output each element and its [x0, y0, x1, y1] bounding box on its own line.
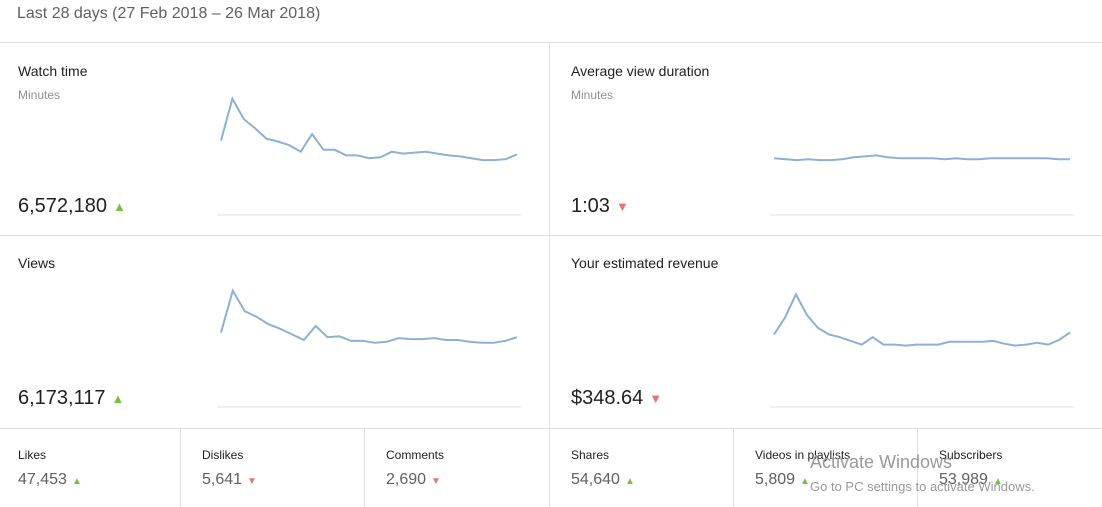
stat-shares[interactable]: Shares 54,640 ▲: [553, 429, 734, 507]
avg-view-duration-line: [773, 154, 1070, 162]
shares-value: 54,640: [571, 471, 620, 488]
stat-label: Comments: [386, 448, 445, 462]
stat-value: 47,453 ▲: [18, 471, 82, 489]
divider-horizontal-middle: [0, 235, 1102, 236]
card-title: Average view duration: [571, 63, 710, 79]
watch-time-line: [220, 96, 518, 162]
date-range-label[interactable]: Last 28 days (27 Feb 2018 – 26 Mar 2018): [17, 5, 321, 22]
avg-view-duration-value: 1:03: [571, 195, 610, 217]
trend-up-icon: ▲: [992, 476, 1003, 487]
stat-label: Likes: [18, 448, 47, 462]
stat-value: 53,989 ▲: [939, 471, 1003, 489]
stat-value: 5,641 ▼: [202, 471, 257, 489]
stat-comments[interactable]: Comments 2,690 ▼: [368, 429, 550, 507]
divider-vertical-cards: [549, 43, 550, 429]
trend-down-icon: ▼: [649, 391, 663, 407]
stat-value: 5,809 ▲: [755, 471, 810, 489]
revenue-line: [773, 292, 1071, 347]
stat-label: Subscribers: [939, 448, 1003, 462]
stat-label: Dislikes: [202, 448, 244, 462]
card-estimated-revenue[interactable]: Your estimated revenue $348.64 ▼: [553, 236, 1102, 428]
card-unit: Minutes: [18, 88, 61, 102]
stat-videos-in-playlists[interactable]: Videos in playlists 5,809 ▲: [737, 429, 918, 507]
trend-up-icon: ▲: [111, 391, 125, 407]
revenue-sparkline: [770, 292, 1074, 408]
views-sparkline: [217, 288, 521, 408]
card-views[interactable]: Views 6,173,117 ▲: [0, 236, 549, 428]
date-range-header: Last 28 days (27 Feb 2018 – 26 Mar 2018): [0, 0, 1102, 43]
card-title: Your estimated revenue: [571, 255, 719, 271]
dislikes-value: 5,641: [202, 471, 243, 488]
stat-label: Videos in playlists: [755, 448, 851, 462]
watch-time-value: 6,572,180: [18, 195, 107, 217]
trend-down-icon: ▼: [615, 199, 629, 215]
videos-in-playlists-value: 5,809: [755, 471, 796, 488]
views-value: 6,173,117: [18, 387, 106, 409]
stat-dislikes[interactable]: Dislikes 5,641 ▼: [184, 429, 365, 507]
trend-up-icon: ▲: [112, 199, 126, 215]
stat-subscribers[interactable]: Subscribers 53,989 ▲: [921, 429, 1102, 507]
card-value: $348.64 ▼: [571, 387, 662, 410]
card-unit: Minutes: [571, 88, 614, 102]
trend-up-icon: ▲: [71, 476, 82, 487]
trend-up-icon: ▲: [624, 476, 635, 487]
card-title: Views: [18, 255, 56, 271]
card-value: 6,572,180 ▲: [18, 195, 126, 218]
trend-down-icon: ▼: [247, 476, 257, 487]
revenue-value: $348.64: [571, 387, 644, 409]
watch-time-sparkline: [217, 96, 521, 216]
comments-value: 2,690: [386, 471, 427, 488]
stat-value: 54,640 ▲: [571, 471, 635, 489]
card-watch-time[interactable]: Watch time Minutes 6,572,180 ▲: [0, 44, 549, 235]
stat-label: Shares: [571, 448, 610, 462]
trend-up-icon: ▲: [800, 476, 810, 487]
card-value: 6,173,117 ▲: [18, 387, 124, 410]
divider-horizontal-stats: [0, 428, 1102, 429]
card-value: 1:03 ▼: [571, 195, 629, 218]
stat-likes[interactable]: Likes 47,453 ▲: [0, 429, 181, 507]
card-title: Watch time: [18, 63, 88, 79]
subscribers-value: 53,989: [939, 471, 988, 488]
avg-view-duration-sparkline: [770, 154, 1074, 216]
likes-value: 47,453: [18, 471, 67, 488]
trend-down-icon: ▼: [431, 476, 441, 487]
views-line: [220, 288, 518, 344]
stat-value: 2,690 ▼: [386, 471, 441, 489]
card-average-view-duration[interactable]: Average view duration Minutes 1:03 ▼: [553, 44, 1102, 235]
